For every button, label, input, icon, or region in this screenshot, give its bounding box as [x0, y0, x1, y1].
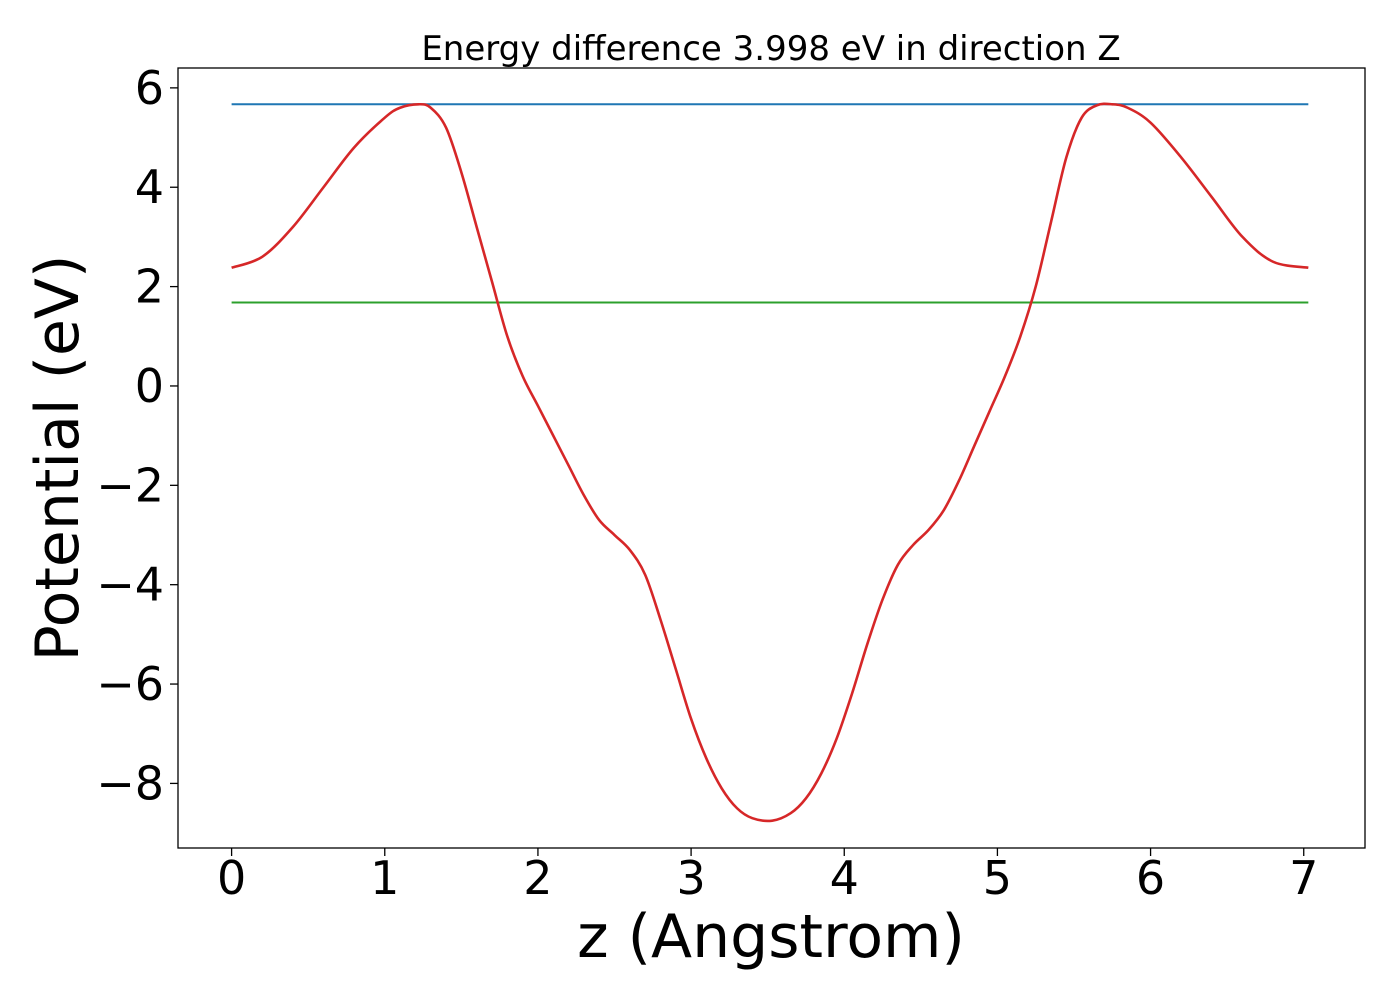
x-axis-title: z (Angstrom) [577, 902, 965, 972]
x-tick-label: 3 [676, 851, 705, 905]
x-tick-label: 2 [523, 851, 552, 905]
y-tick-label: −8 [96, 756, 164, 810]
y-tick-label: 0 [135, 359, 164, 413]
x-tick-label: 0 [217, 851, 246, 905]
y-tick-label: −4 [96, 558, 164, 612]
y-tick-label: −2 [96, 458, 164, 512]
y-tick-label: 6 [135, 61, 164, 115]
y-tick-label: −6 [96, 657, 164, 711]
x-tick-label: 5 [983, 851, 1012, 905]
y-tick-label: 4 [135, 160, 164, 214]
plot-area [231, 102, 1309, 823]
plot-frame [177, 67, 1366, 849]
x-tick-label: 6 [1136, 851, 1165, 905]
y-axis-ticks: 6 4 2 0 −2 −4 −6 −8 [96, 61, 178, 810]
x-tick-label: 4 [830, 851, 859, 905]
series-line-2 [231, 102, 1309, 823]
x-tick-label: 1 [370, 851, 399, 905]
chart-title: Energy difference 3.998 eV in direction … [421, 29, 1120, 69]
x-axis-ticks: 0 1 2 3 4 5 6 7 [217, 848, 1318, 905]
x-tick-label: 7 [1289, 851, 1318, 905]
y-axis-title: Potential (eV) [23, 255, 93, 662]
y-tick-label: 2 [135, 260, 164, 314]
